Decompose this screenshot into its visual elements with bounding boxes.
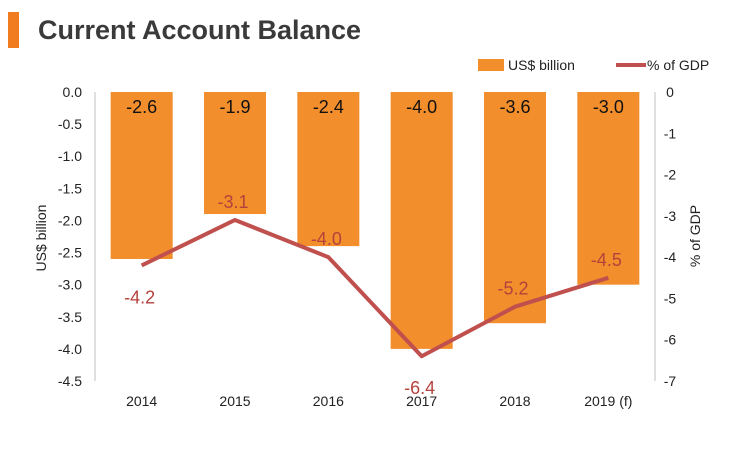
bar-series: -2.6 -1.9 -2.4 -4.0 -3.6 -3.0	[110, 92, 640, 349]
line-data-label: -5.2	[497, 279, 528, 299]
x-tick-label: 2019 (f)	[584, 393, 632, 409]
line-path	[140, 217, 609, 359]
legend-swatch-bar	[478, 59, 504, 71]
bar-data-label: -3.0	[593, 97, 624, 117]
legend: US$ billion % of GDP	[478, 57, 709, 73]
bar-data-label: -2.6	[126, 97, 157, 117]
x-tick-label: 2018	[499, 393, 530, 409]
legend-label-bar: US$ billion	[508, 57, 575, 73]
y-left-axis-title: US$ billion	[33, 205, 49, 272]
y-left-tick-label: -0.5	[58, 116, 82, 132]
y-left-tick-label: -3.5	[58, 309, 82, 325]
y-left-tick-label: -2.0	[58, 212, 82, 228]
bar	[297, 92, 360, 247]
x-tick-label: 2016	[313, 393, 344, 409]
line-data-label: -4.5	[591, 250, 622, 270]
y-left-tick-label: -2.5	[58, 245, 82, 261]
bar-data-label: -3.6	[499, 97, 530, 117]
y-right-tick-label: 0	[666, 84, 674, 100]
x-tick-label: 2014	[126, 393, 157, 409]
line-series: -4.2 -3.1 -4.0 -6.4 -5.2 -4.5	[124, 192, 622, 398]
y-right-tick-label: -6	[664, 332, 677, 348]
bar	[110, 92, 173, 259]
axes: 0.0 -0.5 -1.0 -1.5 -2.0 -2.5 -3.0 -3.5 -4.0 -4.5 0…	[33, 84, 703, 409]
line-data-label: -3.1	[217, 192, 248, 212]
bar	[484, 92, 546, 324]
bar	[204, 92, 266, 215]
bar	[577, 92, 640, 285]
bar	[390, 92, 453, 349]
y-right-tick-label: -2	[664, 167, 677, 183]
y-right-tick-label: -5	[664, 290, 677, 306]
y-left-tick-label: -3.0	[58, 277, 82, 293]
y-left-tick-label: -4.0	[58, 341, 82, 357]
line-data-label: -4.2	[124, 287, 155, 307]
chart-title: Current Account Balance	[38, 15, 362, 45]
y-left-tick-label: -4.5	[58, 373, 82, 389]
y-left-tick-label: -1.5	[58, 180, 82, 196]
y-right-tick-label: -7	[664, 373, 677, 389]
x-tick-label: 2017	[406, 393, 437, 409]
title-accent-bar	[8, 12, 19, 48]
bar-data-label: -4.0	[406, 97, 437, 117]
y-right-tick-label: -3	[664, 208, 677, 224]
y-left-tick-label: 0.0	[63, 84, 83, 100]
bar-data-label: -1.9	[219, 97, 250, 117]
y-right-axis-title: % of GDP	[687, 205, 703, 267]
y-right-tick-label: -4	[664, 249, 677, 265]
legend-label-line: % of GDP	[647, 57, 709, 73]
y-right-tick-label: -1	[664, 125, 677, 141]
y-left-tick-label: -1.0	[58, 148, 82, 164]
bar-data-label: -2.4	[313, 97, 344, 117]
line-data-label: -6.4	[404, 378, 435, 398]
line-data-label: -4.0	[311, 229, 342, 249]
x-tick-label: 2015	[219, 393, 250, 409]
